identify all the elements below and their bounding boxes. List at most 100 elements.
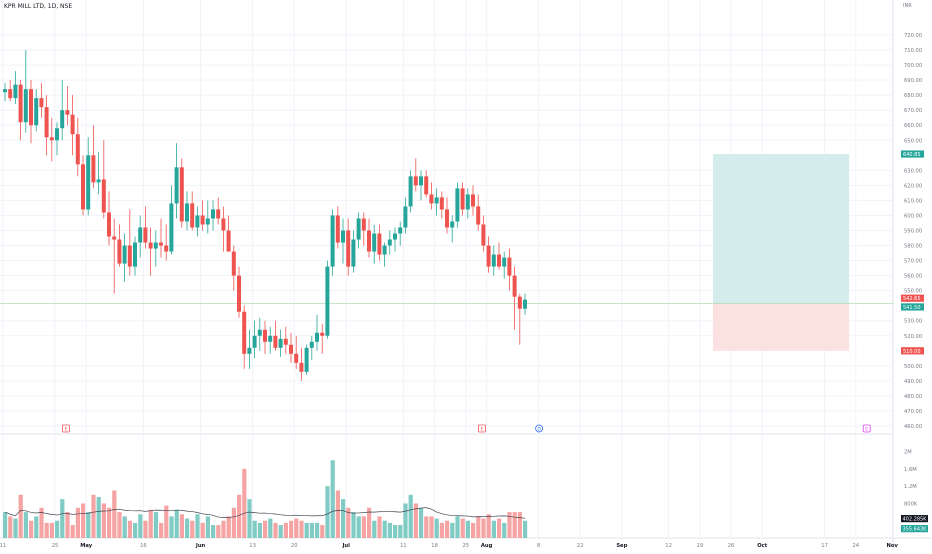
candle-body [169,203,174,252]
candle-body [195,215,200,228]
price-tag [901,303,924,311]
volume-bar [439,522,444,538]
candle-body [13,84,18,99]
volume-bar [226,516,231,538]
candle-body [200,215,205,225]
candle-body [221,218,226,231]
x-tick-label: 24 [852,543,859,549]
volume-bar [424,516,429,538]
y-tick-label: 480.00 [904,394,922,400]
volume-bar [86,512,91,538]
x-tick-label: 8 [537,543,540,549]
volume-bar [367,507,372,538]
candle-body [346,230,351,267]
volume-bar [101,503,106,538]
volume-bar [39,507,44,538]
y-tick-label: 610.00 [904,198,922,204]
volume-bar [23,512,28,538]
volume-bar [382,520,387,538]
candle-body [341,230,345,243]
candle-body [23,89,28,123]
x-tick-label: 19 [696,543,703,549]
price-tag-label: 542.65 [903,296,921,302]
volume-bar [70,525,75,538]
event-marker [862,424,871,433]
volume-bar [153,512,158,538]
price-tag-label: 510.00 [903,349,921,355]
x-tick-label: 18 [431,543,438,549]
candle-body [424,176,429,195]
volume-bar [491,520,496,538]
candle-body [439,197,444,210]
volume-bar [278,525,283,538]
volume-bar [263,520,268,538]
candle-body [471,194,475,207]
volume-bar [512,512,517,538]
candle-body [325,266,330,336]
price-tag [901,150,924,158]
y-tick-label: 650.00 [904,138,922,144]
volume-bar [96,496,101,538]
x-tick-label: Jun [195,543,206,549]
volume-bar [289,520,294,538]
volume-bar [455,516,460,538]
candle-body [351,239,356,267]
volume-bar [309,522,314,538]
volume-bar [315,522,320,538]
volume-tag-label: 402.285K [903,517,928,523]
volume-average-line [4,507,526,519]
candle-body [419,176,423,186]
volume-bar [403,503,408,538]
volume-bar [29,520,34,538]
candle-body [65,110,70,115]
candle-body [122,245,127,264]
y-tick-label: 600.00 [904,213,922,219]
candle-body [91,155,96,183]
price-tag [901,294,924,302]
candle-body [299,362,304,372]
y-tick-label: 700.00 [904,63,922,69]
x-tick-label: 11 [0,543,6,549]
y-tick-label: 690.00 [904,78,922,84]
candle-body [460,188,465,210]
volume-bar [211,525,216,538]
volume-bar [143,520,148,538]
y-tick-label: 470.00 [904,409,922,415]
candle-body [486,245,491,267]
candle-body [330,215,335,267]
volume-tick-label: 1.6M [904,467,917,473]
candle-body [450,221,455,228]
y-tick-label: 580.00 [904,244,922,250]
volume-bar [356,516,361,538]
x-tick-label: 22 [577,543,584,549]
volume-bar [112,490,117,538]
candle-body [507,257,512,276]
x-tick-label: 20 [291,543,298,549]
candle-body [205,218,210,225]
volume-bar [216,525,221,538]
candle-body [190,203,195,228]
candle-body [60,110,65,129]
candle-body [408,176,413,207]
volume-bar [60,499,65,538]
candle-body [70,114,75,135]
volume-bar [138,514,143,538]
volume-bar [148,509,153,538]
x-tick-label: Aug [481,543,493,549]
candle-body [159,242,163,246]
volume-bar [330,460,335,538]
symbol-title: KPR MILL LTD, 1D, NSE [4,3,73,10]
volume-bar [3,512,8,538]
volume-bar [325,486,330,538]
x-tick-label: May [80,543,93,549]
volume-bar [91,494,96,538]
candle-body [29,89,33,126]
candle-body [101,179,106,213]
volume-bar [237,494,242,538]
candle-body [367,230,371,252]
volume-bar [434,518,439,538]
currency-label: INR [903,3,912,9]
volume-bar [117,512,122,538]
